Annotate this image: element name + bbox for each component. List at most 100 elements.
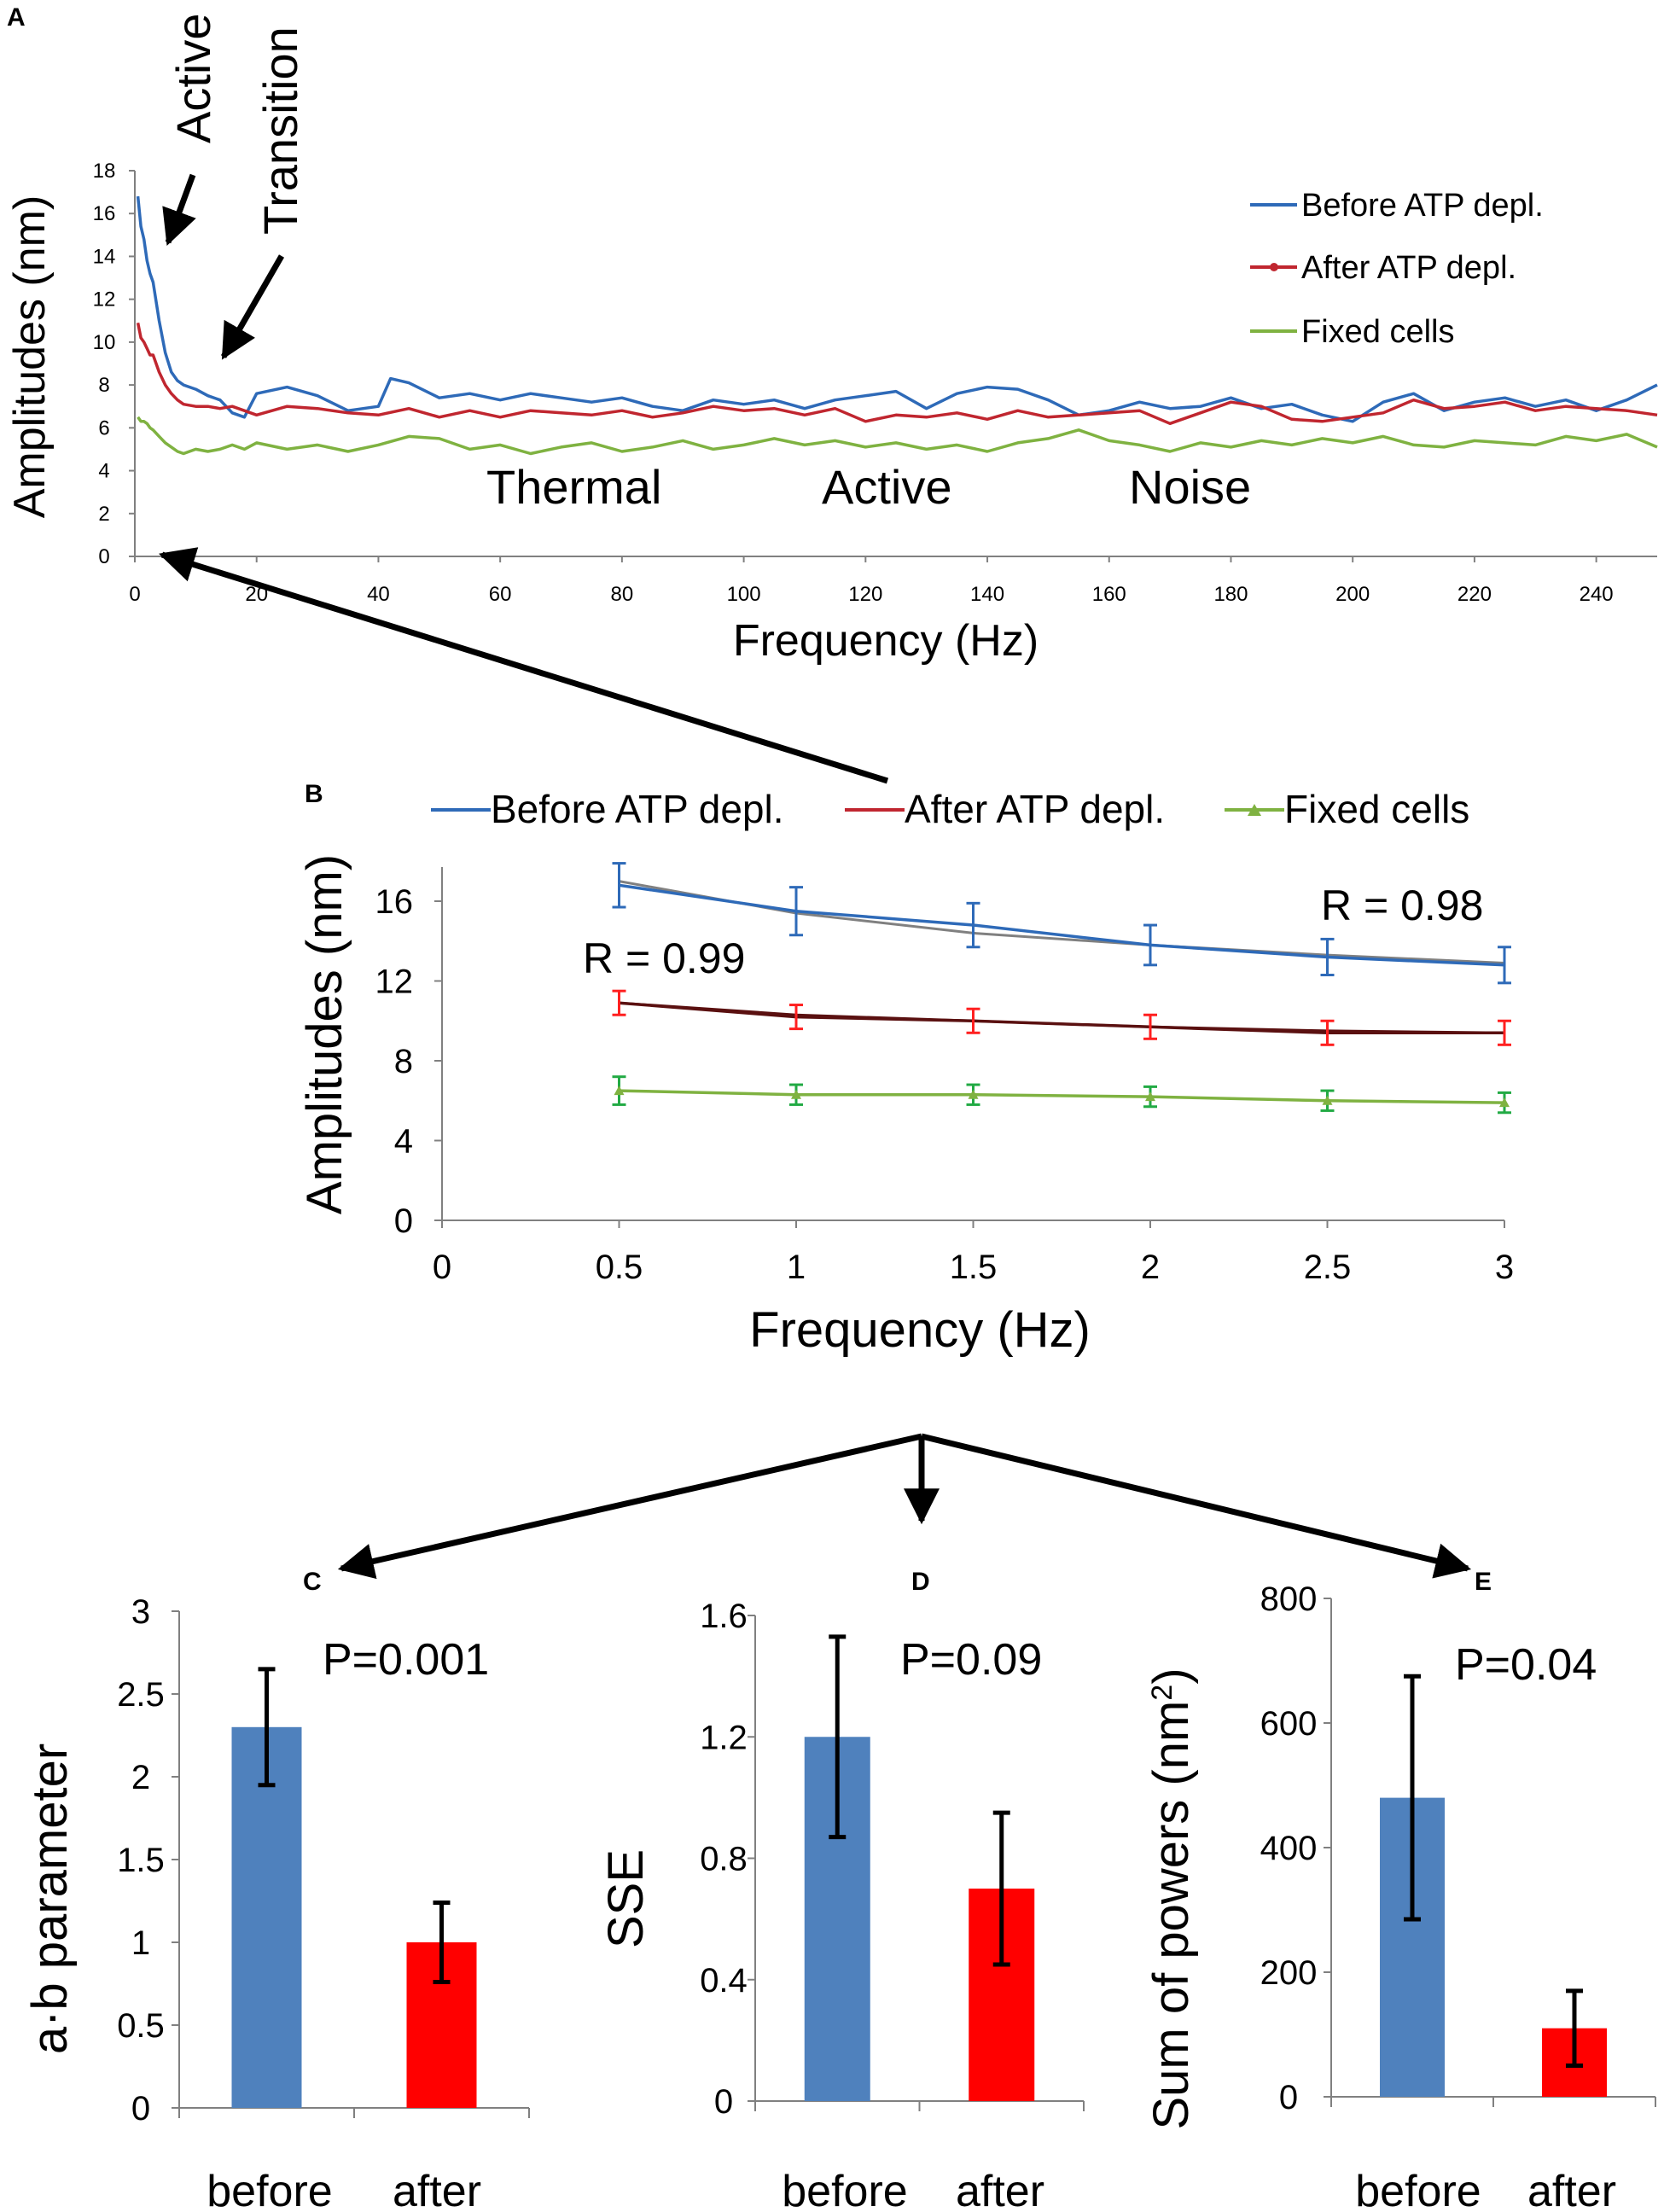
region-label-active: Active bbox=[822, 460, 952, 514]
panel-e-plot: 0 200 400 600 800 bbox=[1260, 1580, 1656, 2116]
panel-e: E 0 200 400 600 800 Sum of powers (nm2) P=0.… bbox=[1143, 1568, 1656, 2212]
legend-a-fixed-label: Fixed cells bbox=[1301, 314, 1455, 350]
panel-e-y-axis-label-end: ) bbox=[1143, 1668, 1199, 1684]
panel-c-y-tick-label: 1.5 bbox=[117, 1842, 165, 1879]
arrow-to-e bbox=[921, 1433, 1472, 1579]
panel-a-y-tick-label: 10 bbox=[93, 331, 116, 354]
panel-b-y-tick-label: 0 bbox=[394, 1202, 413, 1240]
panel-c-y-tick-label: 2.5 bbox=[117, 1676, 165, 1714]
panel-a-label: A bbox=[7, 3, 26, 32]
legend-b-before-label: Before ATP depl. bbox=[491, 787, 784, 831]
panel-b-marker-fixed bbox=[614, 1086, 625, 1096]
panel-d-category-before: before bbox=[782, 2167, 907, 2212]
panel-e-y-tick-label: 200 bbox=[1260, 1954, 1318, 1992]
panel-c-y-tick-label: 0 bbox=[131, 2090, 150, 2128]
region-label-noise: Noise bbox=[1129, 460, 1251, 514]
panel-b-line-after bbox=[619, 1001, 1504, 1035]
panel-a-x-ticks: 0 20 40 60 80 100 120 140 160 180 200 220 240 bbox=[129, 556, 1614, 606]
panel-a-series bbox=[136, 195, 1658, 456]
panel-d-y-tick-label: 1.2 bbox=[700, 1719, 748, 1756]
panel-a-y-tick-label: 2 bbox=[98, 503, 109, 526]
panel-a-x-tick-label: 0 bbox=[129, 583, 140, 606]
panel-c: C 0 0.5 1 1.5 2 2.5 3 a·b parameter P=0.001 be… bbox=[22, 1568, 530, 2212]
panel-d-p-value: P=0.09 bbox=[900, 1635, 1042, 1685]
panel-a-y-tick-label: 12 bbox=[93, 288, 116, 311]
panel-c-plot: 0 0.5 1 1.5 2 2.5 3 bbox=[117, 1593, 530, 2128]
panel-b-line-fixed bbox=[619, 1089, 1505, 1104]
r-value-after: R = 0.99 bbox=[583, 934, 745, 982]
annotation-transition: Transition bbox=[253, 26, 307, 235]
panel-c-label: C bbox=[303, 1568, 322, 1596]
panel-a-x-tick-label: 160 bbox=[1092, 583, 1126, 606]
panel-a-y-tick-label: 6 bbox=[98, 416, 109, 439]
panel-a-x-tick-label: 80 bbox=[611, 583, 634, 606]
panel-e-y-tick-label: 0 bbox=[1279, 2079, 1298, 2116]
arrows-b-to-cde bbox=[337, 1433, 1472, 1580]
panel-b-x-ticks: 0 0.5 1 1.5 2 2.5 3 bbox=[433, 1220, 1514, 1286]
panel-a-line-fixed bbox=[137, 416, 1658, 456]
panel-e-y-axis-label-main: Sum of powers (nm bbox=[1143, 1701, 1199, 2130]
annotation-active: Active bbox=[166, 14, 220, 144]
panel-e-category-before: before bbox=[1355, 2167, 1481, 2212]
arrow-to-c bbox=[337, 1433, 922, 1580]
panel-b-legend: Before ATP depl. After ATP depl. Fixed c… bbox=[431, 787, 1469, 831]
panel-c-p-value: P=0.001 bbox=[323, 1635, 489, 1685]
panel-e-y-axis-label: Sum of powers (nm2) bbox=[1143, 1668, 1199, 2129]
panel-a-x-tick-label: 140 bbox=[970, 583, 1004, 606]
panel-b-y-tick-label: 4 bbox=[394, 1123, 413, 1161]
panel-a-axes bbox=[134, 171, 1657, 557]
panel-b-line-before bbox=[619, 883, 1505, 967]
arrow-active bbox=[162, 173, 196, 246]
panel-e-category-after: after bbox=[1527, 2167, 1616, 2212]
panel-b-x-tick-label: 0.5 bbox=[596, 1249, 643, 1286]
panel-b-marker-fixed bbox=[1499, 1097, 1510, 1108]
panel-c-y-tick-label: 1 bbox=[131, 1924, 150, 1962]
panel-b-fit-after bbox=[619, 1001, 1505, 1034]
panel-a-x-tick-label: 240 bbox=[1580, 583, 1614, 606]
panel-b-y-tick-label: 12 bbox=[375, 963, 414, 1001]
panel-c-y-axis-label: a·b parameter bbox=[22, 1743, 78, 2054]
panel-d-category-after: after bbox=[956, 2167, 1044, 2212]
legend-b-fixed-label: Fixed cells bbox=[1284, 787, 1469, 831]
panel-b-x-tick-label: 2.5 bbox=[1304, 1249, 1352, 1286]
panel-d: D 0 0.4 0.8 1.2 1.6 SSE P=0.09 before after bbox=[598, 1568, 1085, 2212]
legend-a-after-marker bbox=[1270, 263, 1278, 271]
panel-b-y-tick-label: 16 bbox=[375, 883, 414, 921]
panel-d-y-axis-label: SSE bbox=[598, 1849, 654, 1948]
panel-d-label: D bbox=[911, 1568, 930, 1596]
panel-b-marker-fixed bbox=[1145, 1091, 1155, 1102]
panel-a-y-tick-label: 16 bbox=[93, 202, 116, 225]
panel-a-x-tick-label: 200 bbox=[1335, 583, 1370, 606]
panel-b-x-tick-label: 3 bbox=[1495, 1249, 1514, 1286]
panel-c-category-before: before bbox=[207, 2167, 332, 2212]
panel-a-x-tick-label: 120 bbox=[848, 583, 882, 606]
legend-a-after-label: After ATP depl. bbox=[1301, 250, 1516, 286]
panel-d-plot: 0 0.4 0.8 1.2 1.6 bbox=[700, 1598, 1085, 2121]
legend-b-fixed-marker bbox=[1248, 804, 1261, 816]
panel-a-x-tick-label: 180 bbox=[1213, 583, 1248, 606]
panel-b-y-axis-label: Amplitudes (nm) bbox=[297, 854, 352, 1214]
panel-a-x-tick-label: 100 bbox=[727, 583, 761, 606]
panel-a-y-tick-label: 4 bbox=[98, 460, 109, 483]
panel-b-marker-fixed bbox=[1322, 1095, 1333, 1105]
legend-a-before-label: Before ATP depl. bbox=[1301, 188, 1544, 224]
panel-a-x-tick-label: 220 bbox=[1457, 583, 1492, 606]
panel-a-y-tick-label: 14 bbox=[93, 245, 116, 268]
panel-e-label: E bbox=[1475, 1568, 1492, 1596]
panel-b-x-tick-label: 1.5 bbox=[950, 1249, 998, 1286]
panel-e-y-tick-label: 600 bbox=[1260, 1705, 1318, 1743]
panel-b: B Before ATP depl. After ATP depl. Fixed… bbox=[297, 780, 1514, 1358]
panel-a-y-ticks: 0 2 4 6 8 10 12 14 16 18 bbox=[93, 160, 135, 568]
panel-e-y-axis-label-sup: 2 bbox=[1146, 1685, 1178, 1701]
panel-b-marker-fixed bbox=[968, 1089, 979, 1099]
legend-b-after-label: After ATP depl. bbox=[905, 787, 1165, 831]
arrow-b-to-a bbox=[158, 547, 889, 784]
panel-a-x-tick-label: 40 bbox=[367, 583, 390, 606]
panel-c-y-tick-label: 0.5 bbox=[117, 2007, 165, 2045]
panel-d-y-tick-label: 1.6 bbox=[700, 1598, 748, 1635]
panel-a-x-tick-label: 60 bbox=[489, 583, 512, 606]
r-value-before: R = 0.98 bbox=[1321, 882, 1483, 929]
panel-a-line-after bbox=[136, 322, 1658, 426]
